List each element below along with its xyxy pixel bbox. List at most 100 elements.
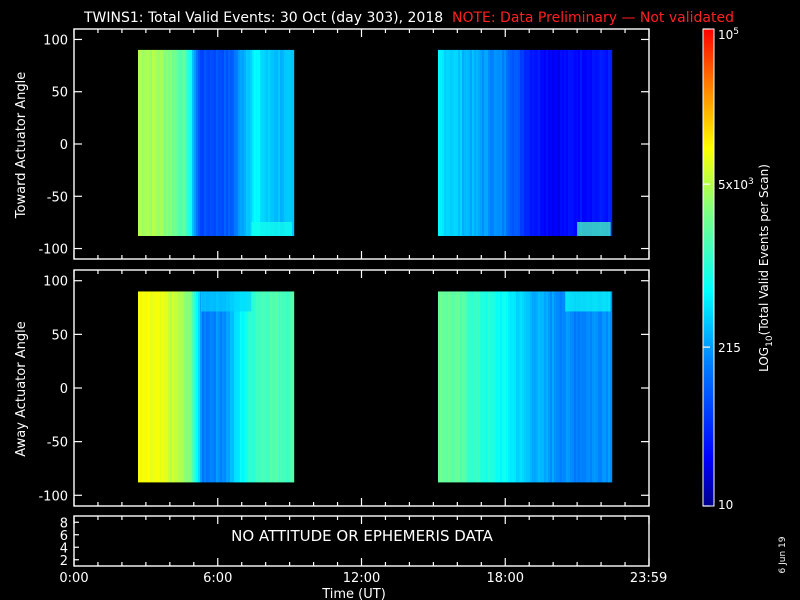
heatmap-column — [568, 291, 571, 483]
heatmap-column — [180, 291, 183, 483]
heatmap-column — [606, 49, 609, 237]
y-tick-label: 100 — [43, 275, 68, 290]
heatmap-column — [266, 291, 269, 483]
panel-away: 100 50 0 -50 -100 Away Actuator Angle — [14, 269, 650, 507]
heatmap-column — [156, 49, 159, 237]
heatmap-column — [546, 291, 549, 483]
heatmap-column — [578, 291, 581, 483]
heatmap-column — [496, 49, 499, 237]
heatmap-column — [502, 291, 505, 483]
heatmap-column — [202, 49, 205, 237]
heatmap-column — [528, 291, 531, 483]
heatmap-column — [256, 49, 259, 237]
heatmap-column — [526, 291, 529, 483]
heatmap-segment — [138, 291, 295, 483]
heatmap-column — [200, 291, 203, 483]
heatmap-column — [150, 49, 153, 237]
heatmap-column — [188, 291, 191, 483]
heatmap-column — [148, 291, 151, 483]
heatmap-column — [288, 291, 291, 483]
heatmap-column — [570, 291, 573, 483]
y-tick-label: 8 — [60, 516, 68, 531]
heatmap-column — [216, 291, 219, 483]
heatmap-column — [594, 291, 597, 483]
heatmap-column — [282, 291, 285, 483]
heatmap-column — [262, 49, 265, 237]
heatmap-column — [240, 291, 243, 483]
heatmap-column — [190, 49, 193, 237]
heatmap-column — [212, 49, 215, 237]
heatmap-column — [220, 291, 223, 483]
heatmap-column — [460, 291, 463, 483]
heatmap-column — [566, 291, 569, 483]
heatmap-column — [486, 49, 489, 237]
heatmap-column — [516, 49, 519, 237]
heatmap-column — [596, 291, 599, 483]
heatmap-column — [158, 291, 161, 483]
heatmap-column — [474, 291, 477, 483]
heatmap-column — [276, 291, 279, 483]
heatmap-column — [204, 291, 207, 483]
heatmap-column — [292, 291, 295, 483]
heatmap-column — [610, 291, 613, 483]
heatmap-column — [446, 49, 449, 237]
heatmap-column — [464, 49, 467, 237]
heatmap-column — [484, 291, 487, 483]
heatmap-column — [542, 291, 545, 483]
heatmap-column — [438, 291, 441, 483]
heatmap-column — [216, 49, 219, 237]
heatmap-column — [146, 49, 149, 237]
y-tick-label: 4 — [60, 541, 68, 556]
heatmap-column — [572, 49, 575, 237]
heatmap-column — [482, 291, 485, 483]
heatmap-column — [226, 291, 229, 483]
heatmap-column — [238, 291, 241, 483]
heatmap-column — [142, 291, 145, 483]
heatmap-column — [552, 291, 555, 483]
heatmap-column — [522, 49, 525, 237]
heatmap-column — [178, 49, 181, 237]
colorbar-ticks: 105 5x103 215 10 — [703, 27, 754, 512]
colorbar-tick-label: 105 — [718, 27, 739, 42]
heatmap-column — [608, 49, 611, 237]
heatmap-column — [272, 49, 275, 237]
heatmap-column — [604, 49, 607, 237]
heatmap-column — [170, 49, 173, 237]
heatmap-column — [270, 49, 273, 237]
heatmap-column — [494, 49, 497, 237]
heatmap-column — [208, 291, 211, 483]
heatmap-column — [194, 49, 197, 237]
heatmap-column — [204, 49, 207, 237]
heatmap-column — [154, 291, 157, 483]
heatmap-column — [166, 291, 169, 483]
heatmap-column — [152, 291, 155, 483]
heatmap-column — [584, 291, 587, 483]
heatmap-column — [508, 49, 511, 237]
heatmap-column — [598, 291, 601, 483]
heatmap-column — [540, 49, 543, 237]
heatmap-feature — [577, 222, 611, 236]
heatmap-column — [214, 49, 217, 237]
heatmap-column — [254, 49, 257, 237]
heatmap-column — [492, 49, 495, 237]
heatmap-column — [478, 49, 481, 237]
heatmap-column — [472, 291, 475, 483]
heatmap-column — [176, 291, 179, 483]
heatmap-column — [202, 291, 205, 483]
heatmap-column — [460, 49, 463, 237]
heatmap-column — [590, 291, 593, 483]
heatmap-column — [144, 49, 147, 237]
heatmap-column — [222, 291, 225, 483]
heatmap-column — [160, 291, 163, 483]
heatmap-column — [438, 49, 441, 237]
heatmap-column — [274, 49, 277, 237]
heatmap-column — [230, 49, 233, 237]
heatmap-column — [138, 291, 141, 483]
heatmap-column — [196, 49, 199, 237]
heatmap-column — [444, 291, 447, 483]
heatmap-column — [458, 291, 461, 483]
heatmap-column — [536, 49, 539, 237]
heatmap-column — [440, 49, 443, 237]
heatmap-column — [520, 49, 523, 237]
